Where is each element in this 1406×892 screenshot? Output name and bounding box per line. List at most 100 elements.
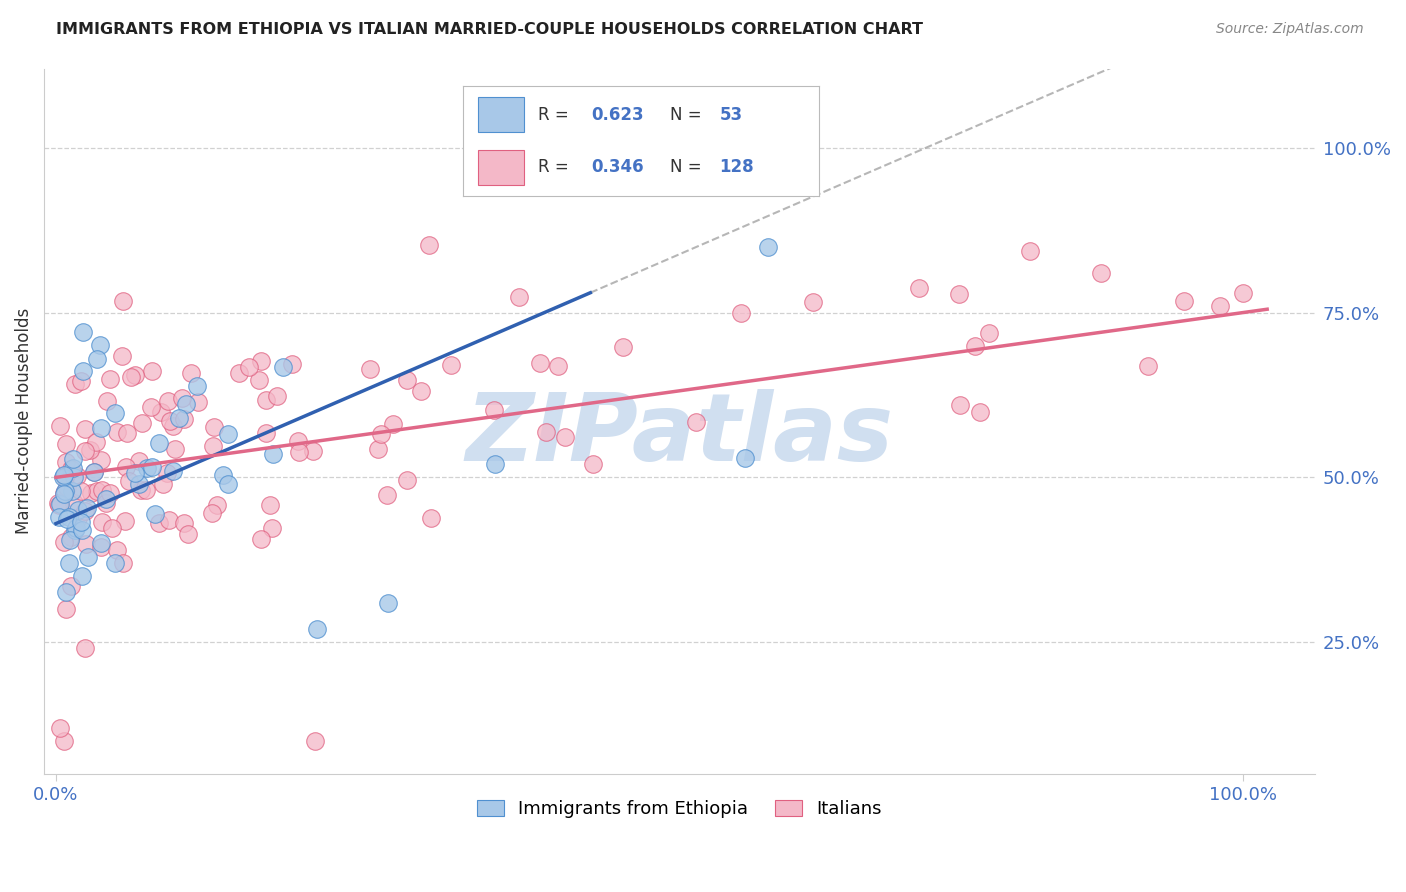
Point [73, 504, 96, 518]
Point [55, 602, 77, 616]
Point [49, 497, 72, 511]
Point [484, 457, 506, 471]
Point [534, 425, 557, 439]
Point [186, 379, 208, 393]
Point [70, 515, 93, 529]
Point [969, 405, 991, 419]
Point [60, 483, 83, 498]
Point [104, 556, 127, 570]
Point [118, 474, 141, 488]
Point [72, 326, 94, 340]
Point [148, 436, 170, 450]
Point [98, 486, 121, 500]
Point [162, 464, 184, 478]
Point [86, 351, 108, 366]
Point [124, 467, 146, 481]
Point [202, 439, 225, 453]
Point [207, 498, 229, 512]
Point [152, 477, 174, 491]
Point [52, 534, 75, 549]
Point [281, 357, 304, 371]
Point [508, 290, 530, 304]
Point [70, 523, 93, 537]
Point [53, 469, 76, 483]
Point [90, 452, 112, 467]
Point [377, 596, 399, 610]
Point [52, 468, 75, 483]
Point [48, 498, 70, 512]
Text: IMMIGRANTS FROM ETHIOPIA VS ITALIAN MARRIED-COUPLE HOUSEHOLDS CORRELATION CHART: IMMIGRANTS FROM ETHIOPIA VS ITALIAN MARR… [56, 22, 924, 37]
Point [55, 511, 77, 525]
Text: ZIPatlas: ZIPatlas [465, 390, 893, 482]
Point [75, 443, 97, 458]
Point [120, 370, 142, 384]
Point [128, 454, 150, 468]
Point [65, 521, 87, 535]
Point [52, 486, 75, 500]
Point [72, 569, 94, 583]
Point [115, 425, 138, 440]
Point [201, 506, 224, 520]
Point [157, 513, 180, 527]
Point [96, 394, 118, 409]
Point [148, 516, 170, 531]
Point [62, 452, 84, 467]
Point [48, 510, 70, 524]
Point [304, 734, 326, 748]
Point [1137, 359, 1160, 373]
Point [128, 477, 150, 491]
Point [107, 425, 129, 439]
Y-axis label: Married-couple Households: Married-couple Households [15, 309, 32, 534]
Legend: Immigrants from Ethiopia, Italians: Immigrants from Ethiopia, Italians [470, 792, 890, 825]
Point [440, 358, 463, 372]
Point [100, 371, 122, 385]
Point [53, 483, 76, 498]
Text: Source: ZipAtlas.com: Source: ZipAtlas.com [1216, 22, 1364, 37]
Point [150, 405, 173, 419]
Point [1090, 266, 1112, 280]
Point [758, 141, 780, 155]
Point [105, 542, 128, 557]
Point [60, 531, 83, 545]
Point [180, 366, 202, 380]
Point [104, 407, 127, 421]
Point [159, 413, 181, 427]
Point [70, 374, 93, 388]
Point [250, 532, 273, 546]
Point [72, 364, 94, 378]
Point [124, 368, 146, 382]
Point [395, 373, 418, 387]
Point [63, 377, 86, 392]
Point [55, 455, 77, 469]
Point [288, 445, 311, 459]
Point [114, 460, 136, 475]
Point [77, 549, 100, 564]
Point [111, 349, 134, 363]
Point [141, 364, 163, 378]
Point [79, 442, 101, 457]
Point [177, 526, 200, 541]
Point [212, 467, 235, 482]
Point [129, 483, 152, 497]
Point [1232, 285, 1254, 300]
Point [307, 622, 329, 636]
Point [94, 496, 117, 510]
Point [91, 483, 114, 497]
Point [202, 420, 225, 434]
Point [418, 238, 440, 252]
Point [73, 641, 96, 656]
Point [547, 359, 569, 374]
Point [419, 511, 441, 525]
Point [94, 492, 117, 507]
Point [250, 354, 273, 368]
Point [301, 443, 323, 458]
Point [173, 516, 195, 530]
Point [612, 341, 634, 355]
Point [55, 585, 77, 599]
Point [156, 466, 179, 480]
Point [254, 392, 277, 407]
Point [730, 306, 752, 320]
Point [90, 536, 112, 550]
Point [76, 501, 98, 516]
Point [114, 514, 136, 528]
